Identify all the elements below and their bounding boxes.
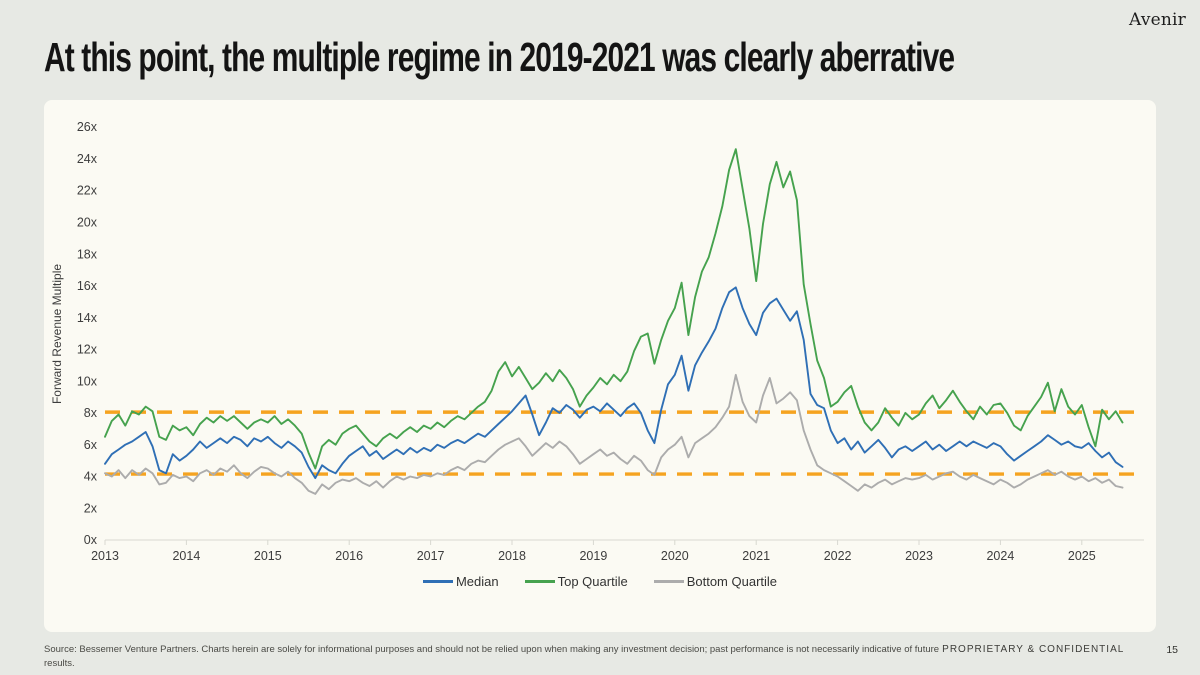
legend-label: Top Quartile [557, 574, 628, 589]
reference-lines [105, 410, 1140, 476]
svg-text:24x: 24x [77, 152, 98, 166]
svg-text:16x: 16x [77, 279, 98, 293]
svg-text:2015: 2015 [254, 549, 282, 563]
y-axis-title: Forward Revenue Multiple [50, 264, 64, 404]
svg-text:22x: 22x [77, 184, 98, 198]
svg-text:26x: 26x [77, 120, 98, 134]
svg-text:12x: 12x [77, 343, 98, 357]
legend-item-bottom-quartile: Bottom Quartile [653, 574, 778, 589]
svg-text:2014: 2014 [172, 549, 200, 563]
source-disclaimer: Source: Bessemer Venture Partners. Chart… [44, 644, 940, 669]
svg-text:2016: 2016 [335, 549, 363, 563]
chart-legend: Median Top Quartile Bottom Quartile [44, 574, 1156, 589]
y-axis-ticks: 0x 2x 4x 6x 8x 10x 12x 14x 16x 18x 20x 22x 24x 26x [77, 120, 98, 547]
svg-text:2020: 2020 [661, 549, 689, 563]
avenir-logo: Avenir [1129, 10, 1186, 30]
legend-swatch [653, 580, 684, 583]
svg-text:2022: 2022 [824, 549, 852, 563]
svg-text:2021: 2021 [742, 549, 770, 563]
svg-text:2025: 2025 [1068, 549, 1096, 563]
classification-label: PROPRIETARY & CONFIDENTIAL [942, 644, 1125, 655]
legend-label: Bottom Quartile [686, 574, 778, 589]
svg-text:2x: 2x [84, 501, 98, 515]
svg-text:0x: 0x [84, 533, 98, 547]
legend-swatch [524, 580, 555, 583]
page-number: 15 [1166, 644, 1178, 656]
svg-text:2019: 2019 [579, 549, 607, 563]
legend-item-top-quartile: Top Quartile [524, 574, 628, 589]
legend-item-median: Median [422, 574, 499, 589]
x-axis: 2013 2014 2015 2016 2017 2018 2019 2020 2021 2022… [91, 539, 1144, 563]
svg-text:10x: 10x [77, 374, 98, 388]
svg-text:2013: 2013 [91, 549, 119, 563]
series-line-bottom-quartile [104, 373, 1124, 495]
forward-revenue-multiple-chart: Forward Revenue Multiple 0x 2x 4x 6x 8x 10x 12… [50, 120, 1144, 563]
series-lines [104, 148, 1124, 495]
svg-text:2018: 2018 [498, 549, 526, 563]
svg-text:2024: 2024 [986, 549, 1014, 563]
svg-text:2023: 2023 [905, 549, 933, 563]
series-line-median [104, 286, 1124, 480]
slide-footer: Source: Bessemer Venture Partners. Chart… [44, 643, 1184, 671]
svg-text:2017: 2017 [417, 549, 445, 563]
svg-text:4x: 4x [84, 470, 98, 484]
svg-text:14x: 14x [77, 311, 98, 325]
series-line-top-quartile [104, 148, 1124, 470]
svg-text:6x: 6x [84, 438, 98, 452]
svg-text:8x: 8x [84, 406, 98, 420]
svg-text:20x: 20x [77, 216, 98, 230]
chart-panel: Forward Revenue Multiple 0x 2x 4x 6x 8x 10x 12… [44, 100, 1156, 632]
svg-text:18x: 18x [77, 247, 98, 261]
legend-swatch [422, 580, 453, 583]
slide-title: At this point, the multiple regime in 20… [44, 34, 955, 80]
legend-label: Median [455, 574, 499, 589]
